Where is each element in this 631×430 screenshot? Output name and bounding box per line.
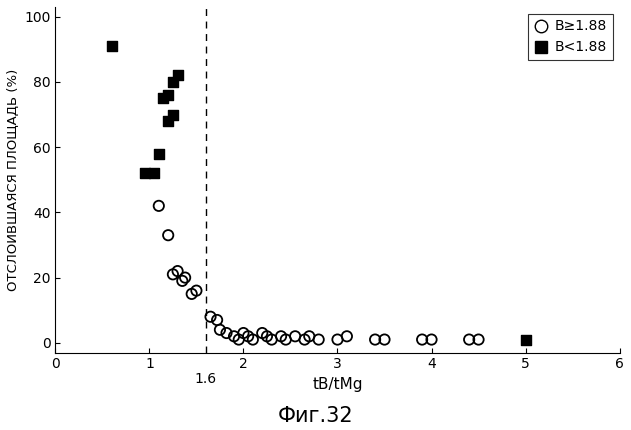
Point bbox=[464, 336, 474, 343]
Point bbox=[206, 313, 216, 320]
Point bbox=[281, 336, 291, 343]
Point bbox=[314, 336, 324, 343]
Point bbox=[248, 336, 258, 343]
Point bbox=[333, 336, 343, 343]
Point bbox=[473, 336, 483, 343]
Point bbox=[521, 336, 531, 343]
Point bbox=[267, 336, 277, 343]
Point bbox=[233, 336, 244, 343]
Point bbox=[154, 150, 164, 157]
Text: 1.6: 1.6 bbox=[195, 372, 217, 386]
Point bbox=[172, 72, 182, 79]
Point bbox=[257, 329, 268, 336]
Point bbox=[163, 118, 174, 125]
Legend: B≥1.88, B<1.88: B≥1.88, B<1.88 bbox=[529, 14, 613, 60]
Point bbox=[177, 277, 187, 284]
Point bbox=[262, 333, 272, 340]
Point bbox=[168, 111, 178, 118]
Point bbox=[187, 290, 197, 297]
Point bbox=[304, 333, 314, 340]
Point bbox=[300, 336, 310, 343]
Point bbox=[215, 326, 225, 333]
Point bbox=[154, 203, 164, 209]
Point bbox=[239, 329, 249, 336]
Point bbox=[168, 79, 178, 86]
Point bbox=[107, 43, 117, 49]
Point bbox=[290, 333, 300, 340]
Point bbox=[276, 333, 286, 340]
Point bbox=[342, 333, 352, 340]
Point bbox=[139, 170, 150, 177]
Point bbox=[243, 333, 253, 340]
Text: Фиг.32: Фиг.32 bbox=[278, 405, 353, 426]
Point bbox=[229, 333, 239, 340]
Point bbox=[427, 336, 437, 343]
Point bbox=[172, 267, 182, 274]
Point bbox=[158, 95, 168, 101]
Point bbox=[163, 232, 174, 239]
X-axis label: tB/tMg: tB/tMg bbox=[312, 377, 363, 392]
Point bbox=[168, 271, 178, 278]
Point bbox=[180, 274, 190, 281]
Point bbox=[379, 336, 389, 343]
Point bbox=[417, 336, 427, 343]
Point bbox=[149, 170, 159, 177]
Point bbox=[212, 316, 222, 323]
Point bbox=[370, 336, 380, 343]
Y-axis label: ОТСЛОИВШАЯСЯ ПЛОЩАДЬ (%): ОТСЛОИВШАЯСЯ ПЛОЩАДЬ (%) bbox=[7, 69, 20, 291]
Point bbox=[191, 287, 201, 294]
Point bbox=[221, 329, 232, 336]
Point bbox=[163, 92, 174, 98]
